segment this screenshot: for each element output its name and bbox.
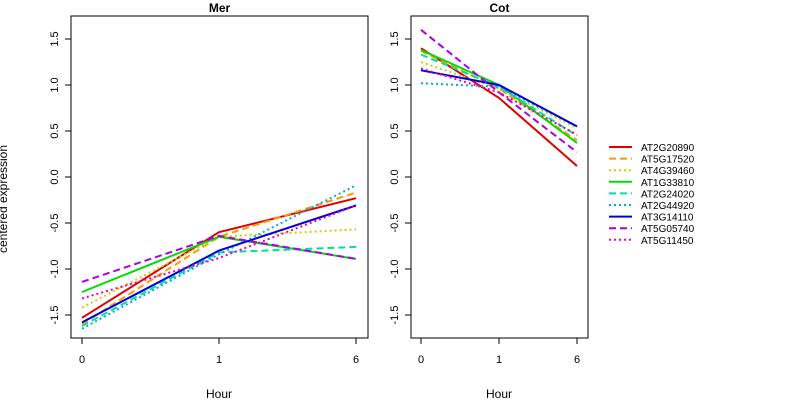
legend-item: AT4G39460 <box>609 166 695 177</box>
series-line-at2g20890 <box>420 47 578 167</box>
legend-item: AT2G24020 <box>609 189 695 200</box>
y-tick-label: -0.5 <box>389 214 401 233</box>
panel-title: Mer <box>209 1 231 15</box>
legend-item: AT5G11450 <box>609 236 694 247</box>
legend-label: AT5G17520 <box>641 155 695 166</box>
y-tick-label: -0.5 <box>49 214 61 233</box>
legend-label: AT2G24020 <box>641 189 695 200</box>
legend-label: AT5G05740 <box>641 224 695 235</box>
series-line-at4g39460 <box>81 228 357 309</box>
x-tick-label: 6 <box>353 354 359 366</box>
series-line-at2g20890 <box>81 197 357 319</box>
legend-item: AT2G20890 <box>609 143 695 154</box>
legend-item: AT5G05740 <box>609 224 695 235</box>
y-tick-label: 1.5 <box>389 31 401 46</box>
legend-label: AT5G11450 <box>641 236 694 247</box>
x-axis-label: Hour <box>206 387 232 400</box>
y-tick-label: 0.5 <box>389 123 401 138</box>
plot-frame <box>70 15 369 339</box>
x-axis-label: Hour <box>486 387 512 400</box>
legend-item: AT1G33810 <box>609 178 695 189</box>
plot-frame <box>410 15 589 339</box>
x-tick-label: 1 <box>216 354 222 366</box>
panel-cot: Cot -1.5 -1.0 -0.5 0.0 0.5 1.0 1.5 0 1 6 Hour <box>389 1 589 400</box>
legend-label: AT4G39460 <box>641 166 695 177</box>
panel-mer: Mer -1.5 -1.0 -0.5 0.0 0.5 1.0 1.5 0 1 6 Hour <box>49 1 369 400</box>
series-line-at5g05740 <box>420 29 578 153</box>
x-tick-label: 1 <box>496 354 502 366</box>
y-tick-label: 0.5 <box>49 123 61 138</box>
legend-item: AT3G14110 <box>609 213 694 224</box>
y-tick-label: -1.5 <box>49 306 61 325</box>
series-line-at3g14110 <box>81 204 357 324</box>
series-line-at1g33810 <box>81 235 357 293</box>
series-line-at2g24020 <box>81 245 357 327</box>
y-tick-label: -1.0 <box>49 260 61 279</box>
y-tick-label: -1.5 <box>389 306 401 325</box>
legend-label: AT2G20890 <box>641 143 695 154</box>
series-line-at3g14110 <box>420 69 578 128</box>
series-line-at2g24020 <box>420 53 578 137</box>
y-tick-label: 1.0 <box>389 77 401 92</box>
series-line-at2g44920 <box>81 184 357 330</box>
series-line-at5g11450 <box>81 204 357 300</box>
chart-panels: Mer -1.5 -1.0 -0.5 0.0 0.5 1.0 1.5 0 1 6 Hour Cot -1.… <box>49 1 589 400</box>
legend-label: AT3G14110 <box>641 213 694 224</box>
series-line-at5g11450 <box>420 67 578 136</box>
y-tick-label: 0.0 <box>49 169 61 184</box>
series-line-at5g05740 <box>81 234 357 283</box>
y-tick-label: 0.0 <box>389 169 401 184</box>
series-line-at4g39460 <box>420 61 578 130</box>
legend-label: AT1G33810 <box>641 178 695 189</box>
legend: AT2G20890AT5G17520AT4G39460AT1G33810AT2G… <box>609 143 695 247</box>
x-tick-label: 0 <box>418 354 424 366</box>
y-tick-label: 1.0 <box>49 77 61 92</box>
y-tick-label: -1.0 <box>389 260 401 279</box>
x-tick-label: 6 <box>574 354 580 366</box>
legend-item: AT5G17520 <box>609 155 695 166</box>
series-line-at5g17520 <box>81 191 357 326</box>
panel-title: Cot <box>490 1 510 15</box>
legend-item: AT2G44920 <box>609 201 695 212</box>
x-tick-label: 0 <box>79 354 85 366</box>
y-axis-label: centered expression <box>0 145 10 253</box>
y-tick-label: 1.5 <box>49 31 61 46</box>
legend-label: AT2G44920 <box>641 201 695 212</box>
